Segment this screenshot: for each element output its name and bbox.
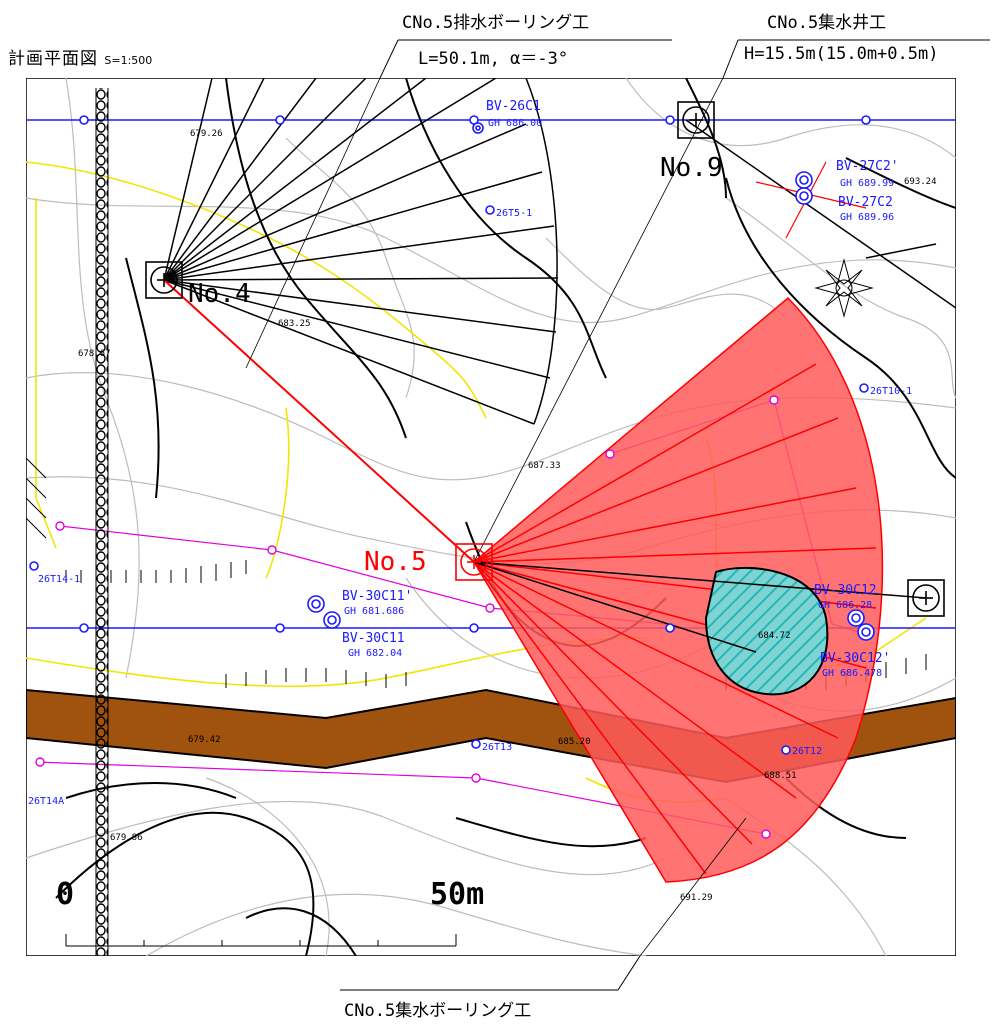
spot-h5: 693.24	[904, 177, 937, 187]
drain-boring-arc	[525, 78, 558, 425]
bv27c2p-label: BV-27C2'	[836, 159, 899, 174]
spot-h7: 679.42	[188, 735, 221, 745]
spot-h2: 683.25	[278, 319, 311, 329]
bv27c2p-gh: GH 689.99	[840, 178, 894, 189]
scale-text: S=1:500	[104, 54, 153, 67]
spot-h4: 687.33	[528, 461, 561, 471]
bv26c1-gh: GH 686.00	[488, 118, 542, 129]
spot-h10: 679.86	[110, 833, 143, 843]
t26t5-label: 26T5-1	[496, 208, 532, 219]
bv30c12p-gh: GH 686.478	[822, 668, 882, 679]
bv30c12-label: BV-30C12	[814, 583, 877, 598]
t26t13-label: 26T13	[482, 742, 512, 753]
well-label-no9: No.9	[660, 153, 723, 183]
map-leaders	[245, 78, 747, 956]
drain-boring-spec: L=50.1m, α＝-3°	[418, 49, 569, 69]
spot-h1: 679.26	[190, 129, 223, 139]
t26t10-label: 26T10-1	[870, 386, 912, 397]
scale-bar	[65, 934, 457, 947]
no4-no5-connector	[163, 279, 475, 563]
bv30c11p-gh: GH 681.686	[344, 606, 404, 617]
spot-h11: 691.29	[680, 893, 713, 903]
plan-title-text: 計画平面図	[8, 49, 98, 69]
bv26c1-label: BV-26C1	[486, 99, 541, 114]
well-title: CNo.5集水井工	[767, 13, 887, 33]
no5-drain-rays	[473, 561, 927, 653]
drain-boring-rays	[163, 78, 559, 425]
t26t14a-label: 26T14A	[28, 796, 64, 807]
spot-h3: 678.67	[78, 349, 111, 359]
collect-boring-title: CNo.5集水ボーリング工	[344, 1001, 532, 1021]
bv30c11-label: BV-30C11	[342, 631, 405, 646]
plan-title: 計画平面図 S=1:500	[8, 44, 152, 69]
well-no5	[455, 543, 493, 581]
well-east	[907, 579, 945, 617]
scale-label-zero: 0	[56, 877, 74, 912]
survey-points	[29, 115, 875, 755]
bv30c11p-label: BV-30C11'	[342, 589, 412, 604]
drain-boring-title: CNo.5排水ボーリング工	[402, 13, 590, 33]
hatched-zone	[704, 566, 829, 696]
bv30c11-gh: GH 682.04	[348, 648, 402, 659]
bv27c2-label: BV-27C2	[838, 195, 893, 210]
well-no9	[677, 101, 715, 139]
spot-h8: 685.20	[558, 737, 591, 747]
misc-lines	[685, 119, 956, 309]
scale-label-50m: 50m	[430, 877, 484, 912]
collecting-boring-fan	[473, 296, 884, 883]
plan-map: No.4 No.9 No.5 BV-26C1 GH 686.00 BV-27C2…	[26, 78, 956, 956]
well-label-no4: No.4	[188, 279, 251, 309]
t26t14-label: 26T14-1	[38, 574, 80, 585]
map-labels: No.4 No.9 No.5 BV-26C1 GH 686.00 BV-27C2…	[28, 99, 937, 912]
bv27c2-gh: GH 689.96	[840, 212, 894, 223]
bv30c12-gh: GH 686.28	[818, 600, 872, 611]
t26t12-label: 26T12	[792, 746, 822, 757]
railway-line	[96, 88, 108, 956]
bv30c12p-label: BV-30C12'	[820, 651, 890, 666]
well-label-no5: No.5	[364, 547, 427, 577]
well-no4	[145, 261, 183, 299]
north-arrow-icon	[814, 258, 874, 318]
spot-h6: 684.72	[758, 631, 791, 641]
magenta-points	[35, 395, 779, 839]
spot-h9: 688.51	[764, 771, 797, 781]
well-spec: H=15.5m(15.0m+0.5m)	[744, 44, 939, 64]
